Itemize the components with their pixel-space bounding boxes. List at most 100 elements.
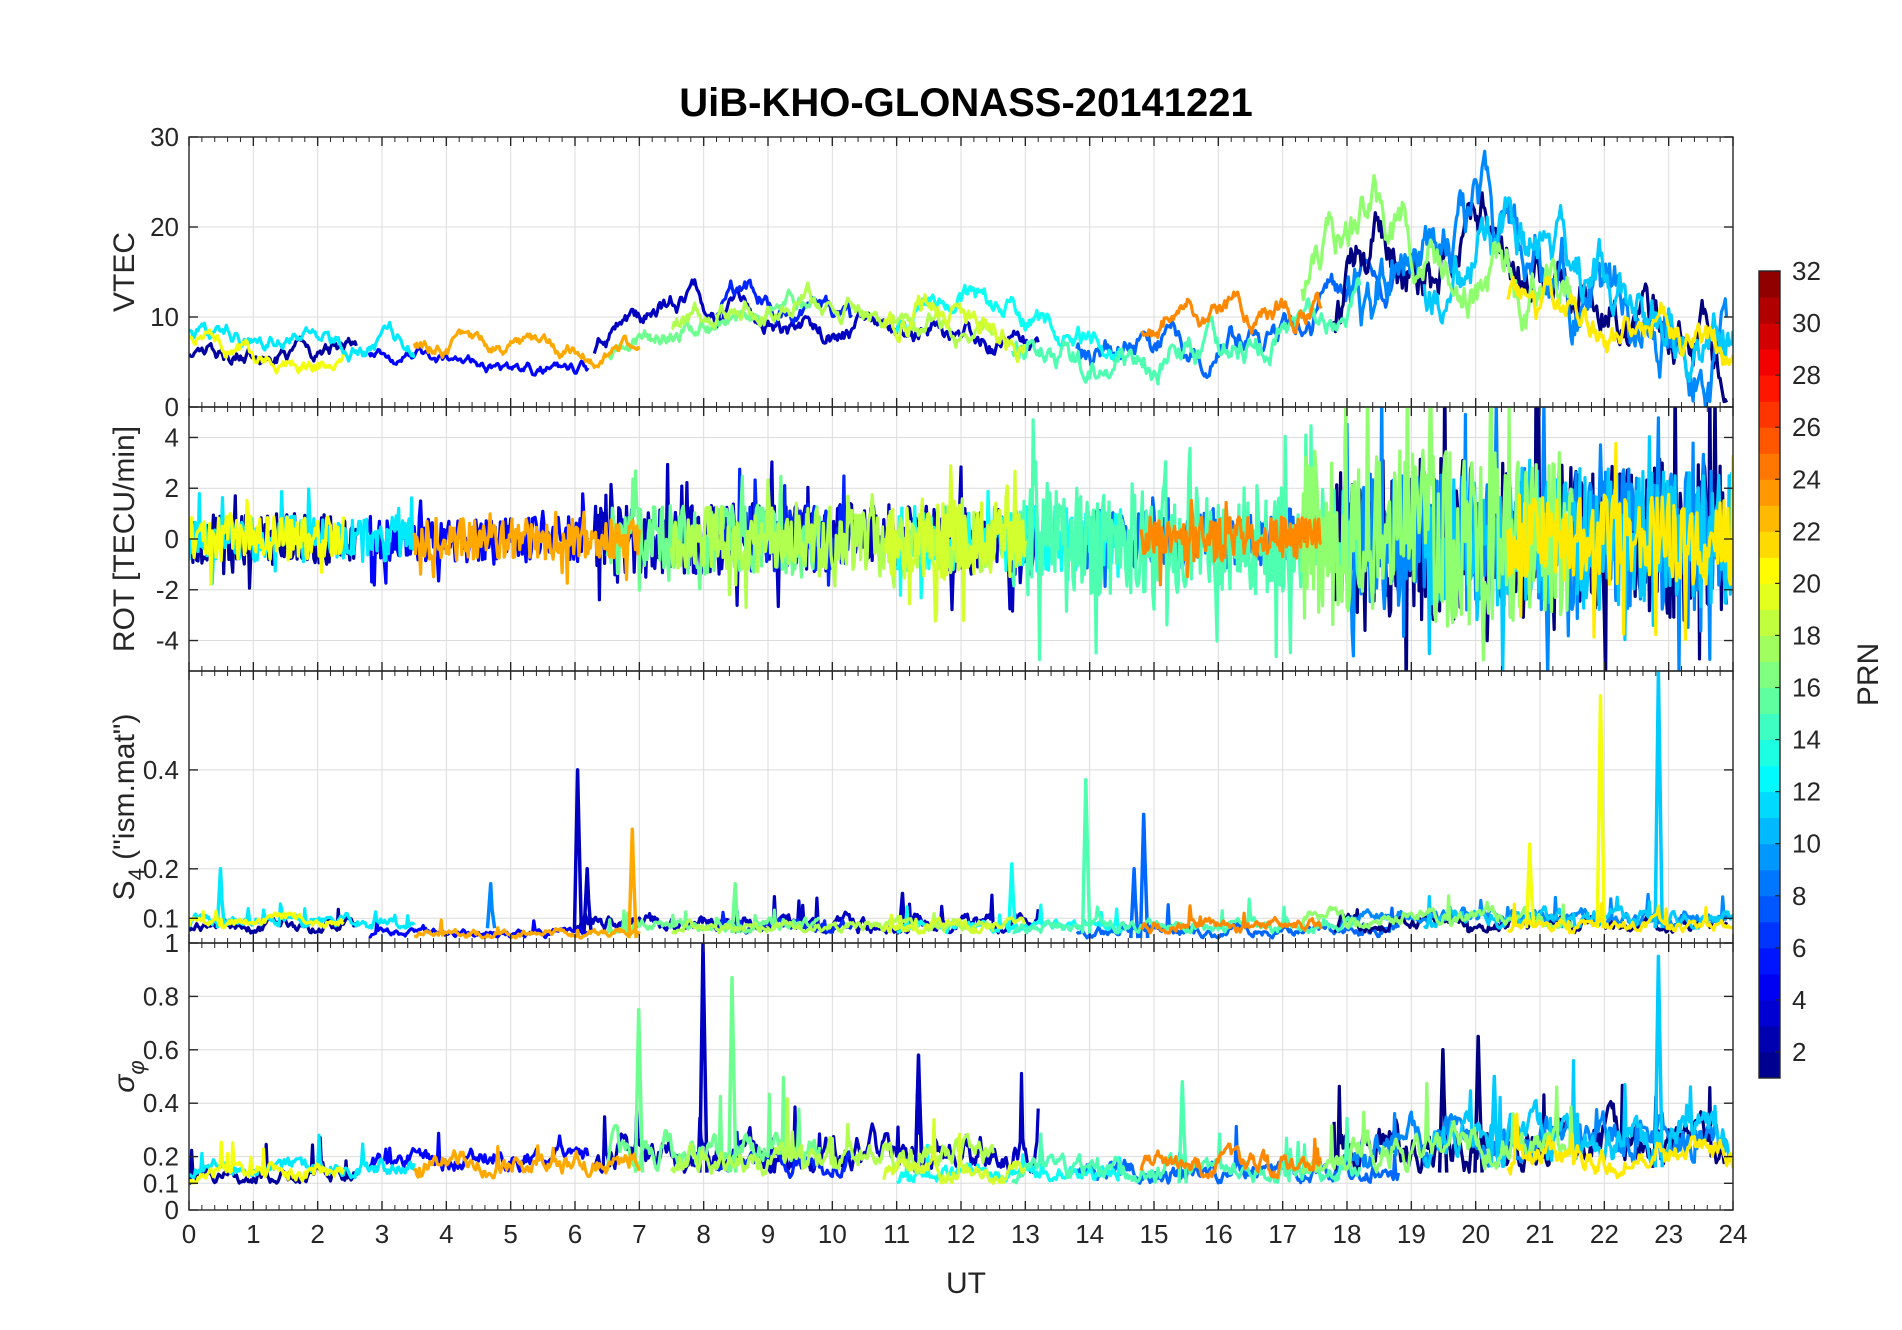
x-tick-label: 19 [1397,1219,1426,1249]
colorbar-segment [1759,661,1780,689]
x-tick-label: 21 [1526,1219,1555,1249]
colorbar-tick-label: 22 [1792,516,1821,546]
series-line-prn-11 [1422,1058,1733,1169]
series-line-prn-20 [189,1140,345,1185]
series-group-rot [189,407,1733,671]
series-line-prn-18 [669,478,995,610]
colorbar-label: PRN [1852,643,1885,706]
y-tick-label: 0.2 [143,854,179,884]
series-line-prn-18 [671,911,995,935]
colorbar-segment [1759,323,1780,350]
x-tick-label: 13 [1011,1219,1040,1249]
y-tick-label: 10 [150,302,179,332]
x-axis-label: UT [946,1267,986,1300]
x-tick-label: 12 [947,1219,976,1249]
colorbar-tick-label: 16 [1792,673,1821,703]
panel-s4: 0.10.20.4S4 ("ism.mat") [108,670,1734,944]
y-tick-label: 0.4 [143,755,179,785]
series-spike-prn-20 [1524,842,1536,929]
colorbar-segment [1759,947,1780,975]
colorbar-segment [1759,973,1780,1001]
colorbar-segment [1759,1051,1780,1079]
colorbar-segment [1759,453,1780,480]
series-line-prn-12 [189,320,416,363]
colorbar-segment [1759,1025,1780,1053]
series-line-prn-11 [1422,196,1733,383]
ticks-sigma_phi [188,942,1734,1211]
panel-vtec: 0 10 20 30 VTEC [108,122,1734,422]
series-spike-prn-16 [727,975,738,1173]
series-spike-prn-11 [1653,671,1664,929]
series-line-prn-15 [1010,277,1362,386]
series-line-prn-19 [882,1118,1027,1185]
colorbar-segment [1759,843,1780,871]
series-spike-prn-15 [1177,1080,1188,1184]
series-line-prn-17 [1300,407,1574,662]
y-tick-label: 30 [150,122,179,152]
series-spike-prn-8 [1138,812,1150,939]
colorbar-segment [1759,297,1780,324]
colorbar-tick-label: 18 [1792,620,1821,650]
x-tick-label: 20 [1461,1219,1490,1249]
series-line-prn-21 [1506,275,1733,367]
series-spike-prn-3 [698,943,709,1173]
series-group-vtec [189,149,1733,407]
y-tick-label: 4 [165,422,179,452]
y-tick-label: 0 [165,524,179,554]
y-tick-label: 2 [165,473,179,503]
colorbar-tick-label: 30 [1792,308,1821,338]
colorbar-segment [1759,479,1780,506]
y-axis-label-s4: S4 ("ism.mat") [108,714,149,901]
colorbar-segment [1759,609,1780,636]
series-line-prn-19 [882,293,1026,364]
colorbar-segment [1759,999,1780,1027]
series-line-prn-20 [189,328,345,375]
x-tick-label: 23 [1654,1219,1683,1249]
x-tick-label: 16 [1204,1219,1233,1249]
series-spike-prn-3 [582,867,593,934]
series-group-sigma_phi [189,943,1733,1185]
series-line-prn-21 [1506,441,1733,642]
colorbar-segment [1759,765,1780,793]
colorbar-tick-label: 24 [1792,464,1821,494]
series-line-prn-20 [189,498,345,586]
panel-sigma_phi: 00.10.20.40.60.810 1 2 3 4 5 6 7 8 9 10 11 12 13 14 15 1… [108,928,1747,1249]
colorbar-tick-label: 12 [1792,777,1821,807]
series-line-prn-24 [1139,498,1323,587]
colorbar-segment [1759,531,1780,558]
colorbar-segment [1759,349,1780,376]
x-tick-label: 10 [818,1219,847,1249]
y-tick-label: 0 [165,392,179,422]
series-spike-prn-9 [485,881,497,929]
x-tick-label: 9 [761,1219,775,1249]
x-tick-label: 1 [246,1219,260,1249]
ticks-rot [188,407,1734,671]
y-label-sub: φ [124,1060,149,1074]
colorbar-segment [1759,401,1780,428]
series-line-prn-6 [714,467,854,587]
series-line-prn-24 [1139,1137,1322,1180]
colorbar-segment [1759,375,1780,402]
x-tick-label: 17 [1268,1219,1297,1249]
series-line-prn-17 [1300,174,1574,332]
x-tick-label: 11 [883,1219,910,1249]
series-spike-prn-23 [627,827,638,939]
colorbar-tick-label: 14 [1792,725,1821,755]
y-tick-label: 0 [165,1195,179,1225]
series-spike-prn-11 [1653,954,1664,1168]
x-tick-label: 15 [1140,1219,1169,1249]
y-tick-label: 0.4 [143,1088,179,1118]
y-tick-label: 1 [165,928,179,958]
series-spike-prn-3 [572,768,584,934]
colorbar-frame [1758,270,1781,1079]
colorbar-tick-label: 8 [1792,881,1806,911]
x-tick-label: 14 [1075,1219,1104,1249]
chart-title: UiB-KHO-GLONASS-20141221 [679,81,1253,125]
colorbar-segment [1759,921,1780,949]
colorbar-segment [1759,635,1780,662]
y-axis-label-vtec: VTEC [108,232,141,312]
y-tick-label: 0.1 [143,1168,179,1198]
colorbar-tick-label: 10 [1792,829,1821,859]
